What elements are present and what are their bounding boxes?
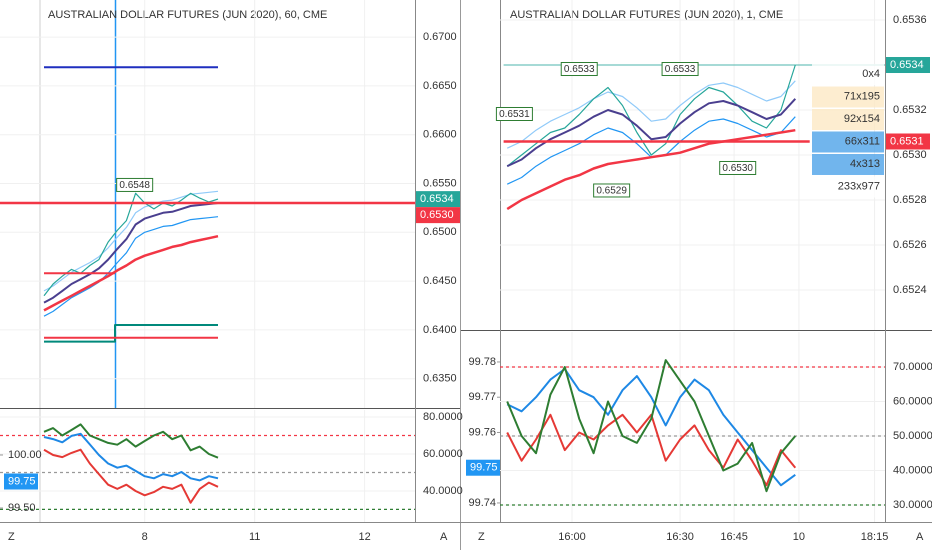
order-book-label: 4x313 (850, 158, 880, 170)
price-badge-label: 99.75 (470, 462, 498, 474)
x-tick-label: 16:30 (666, 531, 694, 543)
y2-tick-label: 60.0000 (893, 395, 932, 407)
y-tick-label: 99.76 (468, 426, 496, 438)
price-badge (416, 191, 460, 208)
x-tick-label: 18:15 (861, 531, 889, 543)
order-book-label: 66x311 (845, 135, 880, 147)
price-badge (416, 207, 460, 224)
y-tick-label: 0.6600 (423, 129, 457, 141)
y-tick-label: 0.6532 (893, 104, 927, 116)
y-tick-label: 99.50 (8, 502, 36, 514)
annotation-label: 0.6531 (499, 109, 530, 120)
series-line (506, 368, 796, 487)
annotation-box (661, 62, 699, 77)
order-book-row (812, 86, 884, 108)
corner-label[interactable]: A (440, 531, 448, 543)
series-line (43, 432, 219, 482)
y-tick-label: 0.6530 (893, 149, 927, 161)
chart-title: AUSTRALIAN DOLLAR FUTURES (JUN 2020), 1,… (510, 9, 783, 21)
order-book-label: 71x195 (844, 90, 880, 102)
y2-tick-label: 70.0000 (893, 361, 932, 373)
series-line (506, 80, 796, 149)
annotation-label: 0.6530 (722, 163, 753, 174)
x-tick-label: 16:45 (720, 531, 748, 543)
y-tick-label: 0.6526 (893, 239, 927, 251)
x-tick-label: 16:00 (558, 531, 586, 543)
series-line (43, 448, 219, 504)
order-book-label: 92x154 (844, 113, 880, 125)
y-tick-label: 0.6524 (893, 284, 927, 296)
plot (500, 332, 885, 522)
y-tick-label: 99.78 (468, 356, 496, 368)
order-book-row (812, 153, 884, 175)
chart-title: AUSTRALIAN DOLLAR FUTURES (JUN 2020), 60… (48, 9, 327, 21)
x-tick-label: 10 (793, 531, 805, 543)
series-line (43, 234, 219, 312)
y-tick-label: 0.6550 (423, 177, 457, 189)
series-line (43, 423, 219, 459)
order-book-row (812, 109, 884, 130)
y2-tick-label: 80.0000 (423, 411, 463, 423)
corner-label[interactable]: Z (8, 531, 15, 543)
plot (500, 0, 885, 330)
annotation-box (560, 62, 598, 77)
price-badge-label: 0.6534 (890, 59, 924, 71)
y2-tick-label: 40.0000 (893, 464, 932, 476)
order-book-row (812, 131, 884, 153)
annotation-label: 0.6533 (564, 64, 595, 75)
x-tick-label: 11 (249, 531, 260, 543)
series-line (506, 128, 796, 211)
series-line (506, 98, 797, 168)
y-tick-label: 100.00 (8, 449, 42, 461)
order-book-row (812, 64, 884, 86)
corner-label[interactable]: A (916, 531, 924, 543)
price-badge-label: 0.6531 (890, 135, 924, 147)
y2-tick-label: 50.0000 (893, 430, 932, 442)
price-badge-label: 0.6530 (420, 209, 454, 221)
order-book-label: 233x977 (838, 180, 880, 192)
series-line (43, 202, 219, 304)
annotation-label: 0.6529 (596, 186, 627, 197)
plot (0, 410, 415, 522)
series-line (506, 359, 797, 493)
series-line (43, 216, 219, 317)
y2-tick-label: 30.0000 (893, 499, 932, 511)
price-badge (466, 459, 500, 476)
price-badge (886, 133, 930, 150)
y-tick-label: 0.6650 (423, 80, 457, 92)
y2-tick-label: 60.0000 (423, 448, 463, 460)
x-tick-label: 8 (142, 531, 148, 543)
y-tick-label: 0.6700 (423, 31, 457, 43)
price-badge (4, 473, 38, 490)
annotation-box (593, 183, 631, 198)
order-book-label: 0x4 (862, 68, 880, 80)
y-tick-label: 0.6528 (893, 194, 927, 206)
plot (0, 0, 415, 408)
y-tick-label: 0.6500 (423, 226, 457, 238)
y-tick-label: 0.6400 (423, 324, 457, 336)
y-tick-label: 99.74 (468, 497, 496, 509)
annotation-label: 0.6533 (665, 64, 696, 75)
annotation-box (116, 177, 154, 192)
series-line (44, 324, 218, 343)
annotation-box (719, 160, 757, 175)
y-tick-label: 0.6450 (423, 275, 457, 287)
x-tick-label: 12 (358, 531, 370, 543)
y-tick-label: 0.6350 (423, 373, 457, 385)
price-badge-label: 0.6534 (420, 193, 454, 205)
y-tick-label: 99.77 (468, 391, 496, 403)
price-badge (886, 57, 930, 74)
series-line (43, 192, 219, 297)
corner-label[interactable]: Z (478, 531, 485, 543)
order-book-row (812, 176, 884, 198)
y-tick-label: 0.6536 (893, 14, 927, 26)
price-badge-label: 99.75 (8, 475, 36, 487)
series-line (506, 64, 796, 167)
y2-tick-label: 40.0000 (423, 485, 463, 497)
annotation-label: 0.6548 (119, 180, 150, 191)
annotation-box (495, 106, 533, 121)
